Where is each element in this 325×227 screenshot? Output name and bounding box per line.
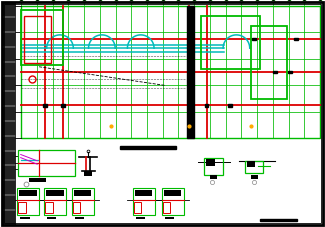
Bar [201,16,260,69]
Bar [206,159,215,166]
Bar [245,161,263,173]
Bar [84,171,92,176]
Bar [20,217,30,219]
Bar [21,10,63,65]
Bar [74,190,91,196]
Bar [72,188,94,215]
Bar [164,190,181,196]
Bar [2,2,15,225]
Bar [43,104,47,107]
Bar [45,202,53,213]
Bar [134,202,141,213]
Bar [204,158,223,175]
Bar [251,26,287,99]
Bar [251,175,258,179]
Bar [247,161,255,167]
Bar [72,202,80,213]
Bar [135,190,152,196]
Bar [136,217,145,219]
Bar [44,188,66,215]
Bar [120,146,176,149]
Bar [294,37,298,40]
Bar [20,190,37,196]
Bar [18,202,26,213]
Bar [204,104,208,107]
Bar [61,104,65,107]
Bar [21,6,320,138]
Bar [24,16,51,63]
Bar [162,188,184,215]
Bar [228,104,232,107]
Bar [75,217,84,219]
Bar [187,6,194,138]
Bar [253,37,256,40]
Bar [133,188,155,215]
Bar [17,188,39,215]
Bar [47,217,56,219]
Bar [18,150,75,176]
Bar [29,178,46,182]
Bar [260,219,297,221]
Bar [288,71,292,74]
Bar [46,190,64,196]
Bar [165,217,174,219]
Bar [273,71,277,74]
Bar [162,202,170,213]
Bar [210,175,217,179]
